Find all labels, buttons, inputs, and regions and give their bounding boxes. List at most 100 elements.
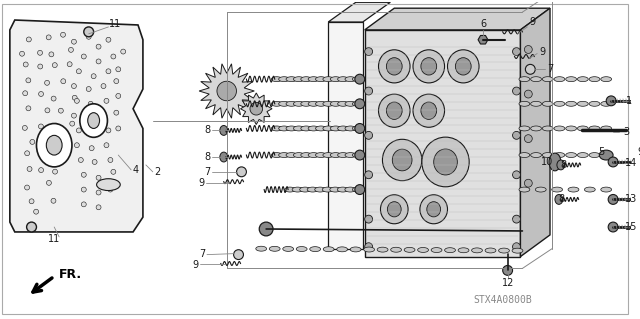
Ellipse shape — [60, 140, 64, 145]
Ellipse shape — [513, 215, 520, 223]
Ellipse shape — [81, 202, 86, 207]
Ellipse shape — [377, 247, 388, 252]
Ellipse shape — [323, 101, 333, 106]
Ellipse shape — [80, 104, 108, 137]
Ellipse shape — [38, 50, 42, 55]
Ellipse shape — [472, 248, 483, 253]
Text: 7: 7 — [199, 249, 205, 259]
Ellipse shape — [323, 152, 333, 158]
Text: 15: 15 — [625, 222, 637, 232]
Ellipse shape — [330, 126, 341, 131]
Polygon shape — [328, 22, 363, 249]
Ellipse shape — [338, 126, 349, 131]
Polygon shape — [241, 93, 272, 124]
Ellipse shape — [26, 37, 31, 42]
Ellipse shape — [286, 152, 297, 158]
Text: 4: 4 — [133, 165, 139, 175]
Ellipse shape — [104, 143, 109, 148]
Text: 2: 2 — [155, 167, 161, 177]
Ellipse shape — [421, 58, 436, 75]
Ellipse shape — [116, 67, 121, 72]
Ellipse shape — [26, 78, 31, 83]
Ellipse shape — [316, 101, 326, 106]
Ellipse shape — [308, 126, 319, 131]
Ellipse shape — [76, 69, 81, 74]
Ellipse shape — [271, 77, 282, 82]
Ellipse shape — [111, 54, 116, 59]
Ellipse shape — [38, 168, 44, 173]
Ellipse shape — [387, 202, 401, 217]
Ellipse shape — [387, 102, 402, 119]
Text: 9: 9 — [539, 47, 545, 56]
Ellipse shape — [278, 152, 289, 158]
Ellipse shape — [58, 108, 63, 113]
Polygon shape — [365, 30, 520, 256]
Ellipse shape — [121, 49, 125, 54]
Text: 11: 11 — [48, 234, 60, 244]
Ellipse shape — [300, 187, 310, 192]
Ellipse shape — [577, 126, 588, 131]
Ellipse shape — [330, 77, 341, 82]
Ellipse shape — [353, 77, 364, 82]
Ellipse shape — [72, 84, 76, 89]
Ellipse shape — [323, 126, 333, 131]
Ellipse shape — [524, 90, 532, 98]
Ellipse shape — [307, 187, 318, 192]
Ellipse shape — [365, 171, 372, 179]
Ellipse shape — [365, 131, 372, 139]
Polygon shape — [328, 2, 390, 22]
Ellipse shape — [555, 195, 563, 204]
Ellipse shape — [350, 247, 361, 252]
Text: 1: 1 — [626, 96, 632, 106]
Ellipse shape — [269, 246, 280, 251]
Ellipse shape — [554, 152, 565, 158]
Ellipse shape — [27, 167, 32, 172]
Ellipse shape — [531, 77, 541, 82]
Ellipse shape — [390, 247, 401, 252]
Ellipse shape — [345, 77, 356, 82]
Ellipse shape — [38, 64, 43, 69]
Ellipse shape — [114, 110, 119, 115]
Ellipse shape — [301, 77, 312, 82]
Ellipse shape — [271, 126, 282, 131]
Ellipse shape — [577, 77, 588, 82]
Ellipse shape — [566, 152, 577, 158]
Ellipse shape — [34, 209, 38, 214]
Ellipse shape — [45, 108, 50, 113]
Ellipse shape — [278, 101, 289, 106]
Ellipse shape — [278, 77, 289, 82]
Ellipse shape — [392, 149, 412, 171]
Ellipse shape — [365, 243, 372, 251]
Ellipse shape — [51, 198, 56, 203]
Ellipse shape — [106, 69, 111, 74]
Ellipse shape — [499, 248, 509, 253]
Text: 9: 9 — [637, 147, 640, 157]
Ellipse shape — [608, 157, 618, 167]
Ellipse shape — [271, 101, 282, 106]
Ellipse shape — [353, 126, 364, 131]
Ellipse shape — [513, 48, 520, 56]
Ellipse shape — [23, 91, 28, 96]
Ellipse shape — [404, 247, 415, 252]
Text: 9: 9 — [192, 260, 198, 271]
Ellipse shape — [301, 101, 312, 106]
Ellipse shape — [97, 179, 120, 190]
Ellipse shape — [542, 152, 553, 158]
Ellipse shape — [519, 126, 530, 131]
Ellipse shape — [513, 243, 520, 251]
Ellipse shape — [106, 128, 111, 133]
Ellipse shape — [353, 101, 364, 106]
Text: 11: 11 — [109, 19, 122, 29]
Ellipse shape — [86, 116, 91, 121]
Ellipse shape — [589, 101, 600, 106]
Ellipse shape — [531, 152, 541, 158]
Ellipse shape — [606, 96, 616, 106]
Ellipse shape — [45, 140, 51, 145]
Ellipse shape — [330, 152, 341, 158]
Ellipse shape — [387, 58, 402, 75]
Ellipse shape — [337, 247, 348, 252]
Ellipse shape — [96, 44, 101, 49]
Ellipse shape — [96, 59, 101, 64]
Ellipse shape — [54, 123, 58, 128]
Ellipse shape — [601, 152, 612, 158]
